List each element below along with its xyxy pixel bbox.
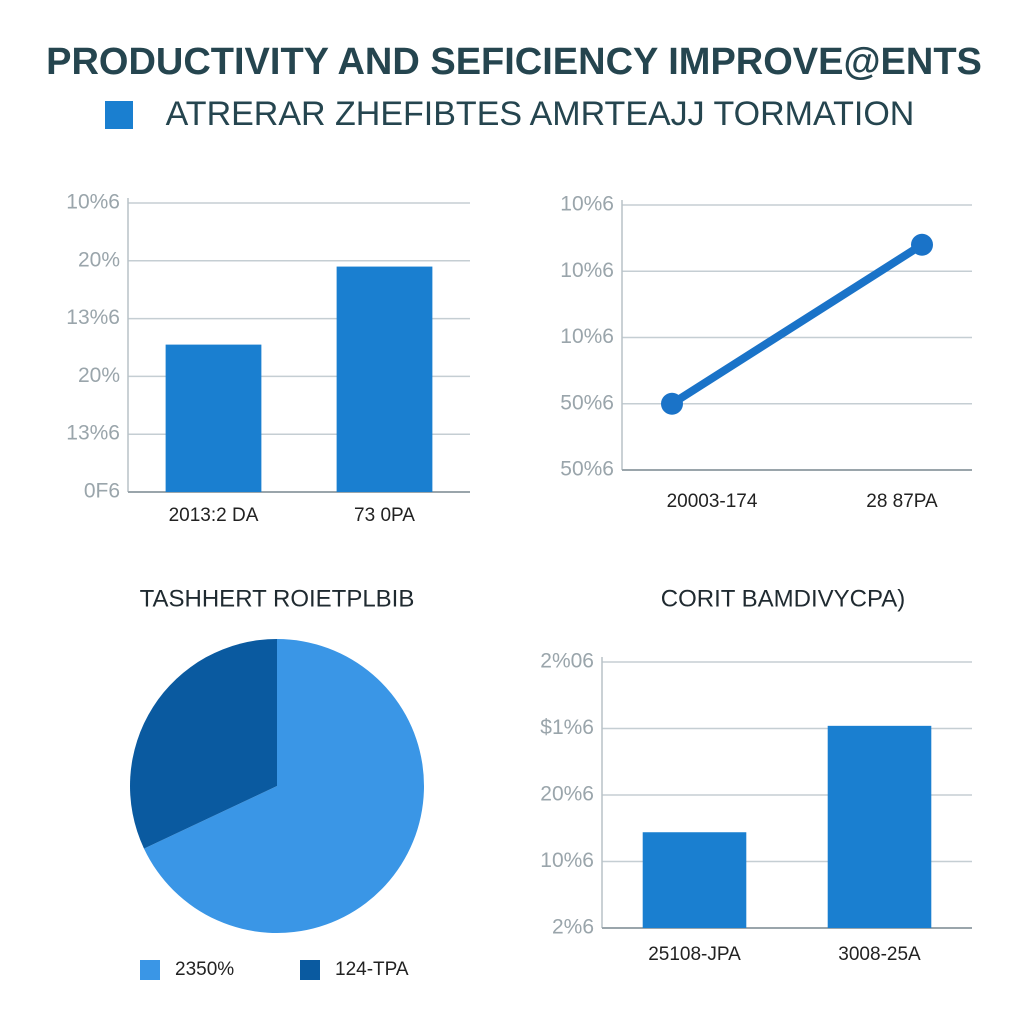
line-series: [668, 240, 926, 408]
chart-title: CORIT BAMDIVYCPA): [661, 585, 905, 612]
legend-swatch: [140, 960, 160, 980]
line-point: [911, 233, 933, 256]
subtitle-marker: [105, 101, 133, 129]
legend-swatch: [300, 960, 320, 980]
page-subtitle: ATRERAR ZHEFIBTES AMRTEAJJ TORMATION: [166, 95, 915, 133]
y-tick-label: 10%6: [66, 191, 120, 214]
bar: [336, 266, 433, 492]
y-tick-label: 0F6: [84, 480, 120, 503]
y-tick-label: 20%6: [540, 783, 594, 806]
y-tick-label: $1%6: [540, 716, 594, 739]
y-tick-label: 10%6: [560, 259, 614, 282]
page-title: PRODUCTIVITY AND SEFICIENCY IMPROVE@ENTS: [46, 41, 982, 83]
y-tick-label: 13%6: [66, 306, 120, 329]
x-tick-label: 28 87PA: [866, 491, 938, 512]
bar: [642, 832, 747, 928]
legend-label: 2350%: [175, 959, 234, 980]
y-tick-label: 50%6: [560, 391, 614, 414]
x-tick-label: 2013:2 DA: [169, 505, 259, 526]
y-tick-label: 2%06: [540, 650, 594, 673]
x-tick-label: 3008-25A: [838, 944, 921, 965]
bar: [165, 344, 262, 492]
x-tick-label: 25108-JPA: [648, 944, 741, 965]
legend-label: 124-TPA: [335, 959, 409, 980]
y-tick-label: 20%: [78, 248, 120, 271]
y-tick-label: 50%6: [560, 458, 614, 481]
x-tick-label: 20003-174: [667, 491, 758, 512]
bar: [827, 725, 932, 928]
y-tick-label: 2%6: [552, 916, 594, 939]
chart-title: TASHHERT ROIETPLBIB: [140, 585, 415, 612]
y-tick-label: 20%: [78, 364, 120, 387]
pie-slice: [129, 639, 277, 849]
y-tick-label: 13%6: [66, 422, 120, 445]
pie-slice: [143, 639, 424, 933]
y-tick-label: 10%6: [540, 849, 594, 872]
y-tick-label: 10%6: [560, 193, 614, 216]
y-tick-label: 10%6: [560, 325, 614, 348]
x-tick-label: 73 0PA: [354, 505, 415, 526]
line-point: [661, 392, 683, 415]
